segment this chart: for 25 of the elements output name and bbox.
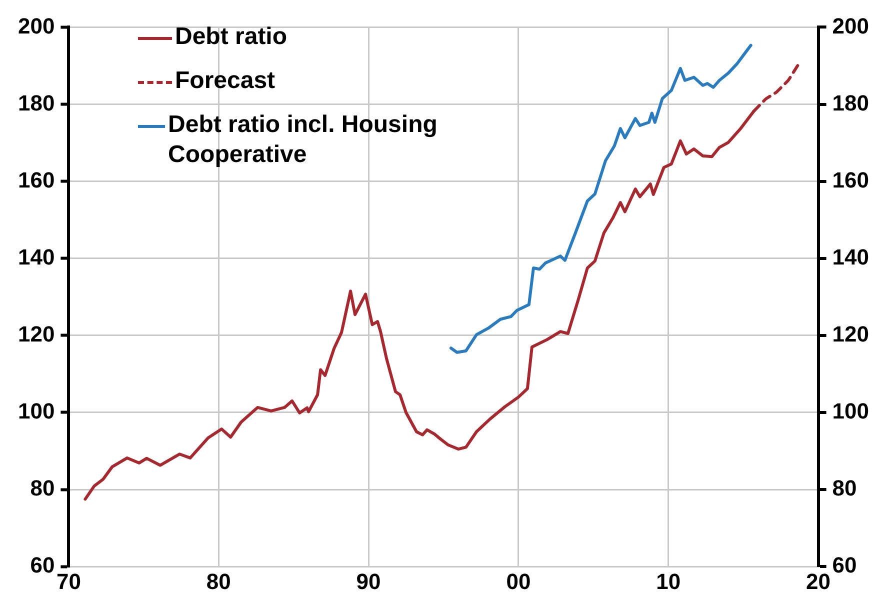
y2-tick-label: 140 [18, 244, 55, 270]
y2-tick-label: 60 [30, 552, 55, 578]
x-tick-label: 20 [806, 568, 831, 594]
y-tick-label: 180 [832, 90, 870, 116]
y2-tick-label: 120 [18, 321, 55, 346]
x-tick-label: 80 [206, 568, 231, 594]
y-tick-label: 60 [832, 552, 857, 578]
y-tick-label: 160 [832, 167, 870, 192]
legend-label: Debt ratio [175, 22, 288, 52]
x-tick-label: 00 [506, 568, 531, 594]
y2-tick-label: 80 [30, 476, 55, 501]
y2-tick-label: 180 [18, 90, 55, 116]
y2-tick-label: 160 [18, 167, 55, 192]
y-tick-label: 120 [832, 321, 870, 346]
legend-label: Debt ratio incl. Housing Cooperative [168, 110, 438, 170]
y-tick-label: 100 [832, 398, 870, 424]
y2-tick-label: 100 [18, 398, 55, 424]
x-tick-label: 10 [656, 568, 681, 594]
y-tick-label: 80 [832, 476, 857, 501]
x-tick-label: 70 [56, 568, 81, 594]
legend-label: Forecast [175, 66, 276, 96]
y2-tick-label: 200 [18, 13, 55, 38]
x-tick-label: 90 [356, 568, 381, 594]
y-tick-label: 140 [832, 244, 870, 270]
y-tick-label: 200 [832, 13, 870, 38]
